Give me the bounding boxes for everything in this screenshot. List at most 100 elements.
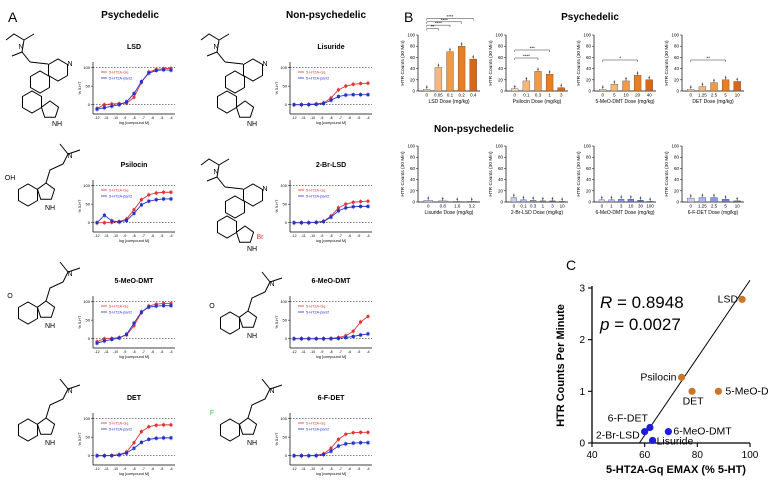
- y-axis-label: HTR Counts (30 Min): [664, 40, 670, 86]
- x-tick-label: -5: [357, 116, 360, 120]
- stat-r-value: = 0.8948: [612, 293, 683, 312]
- x-axis-label: Lisuride Dose (mg/kg): [425, 210, 474, 216]
- scatter-point: [641, 428, 649, 436]
- legend-arr-label: 5-HT2A-βarr2: [306, 311, 329, 315]
- y-tick-label: 60: [586, 166, 592, 171]
- sig-label: ****: [435, 21, 442, 26]
- sig-bracket: [426, 18, 474, 21]
- y-tick-label: 60: [586, 55, 592, 60]
- dose-tick-label: 0.2: [458, 93, 465, 98]
- dose-tick-label: 10: [735, 93, 741, 98]
- ring: [238, 310, 258, 328]
- bond: [29, 61, 49, 65]
- y-tick-label: 80: [410, 44, 416, 49]
- sig-label: **: [431, 24, 435, 29]
- bond: [45, 388, 69, 419]
- x-tick-label: -6: [151, 116, 154, 120]
- scatter-point: [646, 423, 654, 432]
- dose-chart-det: DET 0 50 100 -12 -11 -10 -9 -8 -7 -6 -5 -4 log [compo…: [78, 395, 175, 476]
- ring: [21, 90, 43, 114]
- bar: [627, 199, 634, 203]
- stat-r: R = 0.8948: [600, 293, 684, 312]
- bar-datapoint: [561, 198, 563, 200]
- x-tick-label: -6: [348, 350, 351, 354]
- x-tick-label: -7: [339, 234, 342, 238]
- x-tick-label: -5: [160, 234, 163, 238]
- legend-gq-label: 5-HT2A-Gq: [109, 305, 128, 309]
- scatter-point: [688, 387, 696, 395]
- x-tick-label: -4: [169, 234, 172, 238]
- atom-label: NH: [45, 205, 55, 212]
- y-tick-label: 0: [285, 453, 288, 458]
- atom-label: N: [262, 186, 267, 193]
- sig-bracket: [514, 49, 550, 52]
- dose-chart-lisuride: Lisuride 0 50 100 -12 -11 -10 -9 -8 -7 -6 -5 -4 log […: [275, 44, 372, 125]
- bar-datapoint: [701, 194, 704, 197]
- y-tick-label: 0: [285, 220, 288, 225]
- sig-bracket: [514, 57, 539, 60]
- dose-tick-label: 0.1: [523, 93, 530, 98]
- bar: [438, 200, 448, 203]
- dose-chart-5-meo-dmt: 5-MeO-DMT 0 50 100 -12 -11 -10 -9 -8 -7 -6 -5 -4 log …: [78, 278, 175, 359]
- panelB-header-nonpsychedelic: Non-psychedelic: [434, 124, 514, 135]
- scatter-y-tick-label: 2: [579, 335, 585, 346]
- dose-tick-label: 0: [426, 93, 429, 98]
- y-tick-label: 40: [674, 66, 680, 71]
- dose-tick-label: 0: [690, 204, 693, 209]
- y-tick-label: 100: [495, 33, 503, 38]
- dose-tick-label: 5: [724, 204, 727, 209]
- x-tick-label: -12: [94, 467, 99, 471]
- dose-tick-label: 3: [551, 204, 554, 209]
- x-tick-label: -8: [329, 116, 332, 120]
- x-tick-label: -9: [320, 350, 323, 354]
- dose-tick-label: 0.8: [440, 204, 447, 209]
- bar-datapoint: [426, 86, 428, 88]
- atom-label: O: [209, 303, 215, 310]
- legend-gq-label: 5-HT2A-Gq: [306, 189, 325, 193]
- x-tick-label: -9: [320, 467, 323, 471]
- bar-datapoint: [690, 195, 692, 197]
- y-axis-label: % 5-HT: [275, 432, 279, 446]
- x-tick-label: -12: [94, 116, 99, 120]
- y-axis-label: % 5-HT: [275, 315, 279, 329]
- bar: [423, 89, 431, 92]
- bar: [698, 197, 707, 203]
- y-tick-label: 100: [671, 144, 679, 149]
- y-tick-label: 100: [407, 144, 415, 149]
- y-axis-label: HTR Counts (30 Min): [400, 40, 406, 86]
- bar-datapoint: [427, 197, 430, 199]
- dose-chart-title: Psilocin: [121, 162, 148, 169]
- y-tick-label: 100: [280, 65, 287, 70]
- ring: [36, 300, 56, 318]
- y-axis-label: % 5-HT: [78, 81, 82, 95]
- x-axis-label: log [compound M]: [316, 472, 346, 476]
- dose-tick-label: 1.25: [698, 93, 707, 98]
- dose-tick-label: 1: [610, 204, 613, 209]
- bar-datapoint: [525, 77, 528, 80]
- y-tick-label: 0: [88, 336, 91, 341]
- dose-tick-label: 1.25: [698, 204, 707, 209]
- bar-datapoint: [456, 198, 459, 200]
- y-tick-label: 80: [674, 44, 680, 49]
- legend-gq-label: 5-HT2A-Gq: [109, 71, 128, 75]
- atom-label: N: [18, 44, 23, 51]
- dose-tick-label: 3: [620, 204, 623, 209]
- ring: [40, 100, 60, 118]
- dose-chart-psilocin: Psilocin 0 50 100 -12 -11 -10 -9 -8 -7 -6 -5 -4 log […: [78, 162, 175, 243]
- y-axis-label: % 5-HT: [78, 315, 82, 329]
- bar-datapoint: [630, 196, 632, 198]
- atom-label: N: [213, 44, 218, 51]
- bar: [687, 89, 695, 92]
- scatter-x-tick-label: 100: [742, 450, 759, 461]
- y-tick-label: 100: [407, 33, 415, 38]
- x-tick-label: -4: [169, 116, 172, 120]
- x-tick-label: -9: [123, 467, 126, 471]
- bar: [530, 200, 537, 203]
- x-tick-label: -7: [142, 350, 145, 354]
- bond: [216, 158, 230, 178]
- bar-datapoint: [636, 72, 639, 74]
- y-tick-label: 60: [498, 166, 504, 171]
- ring: [242, 183, 264, 207]
